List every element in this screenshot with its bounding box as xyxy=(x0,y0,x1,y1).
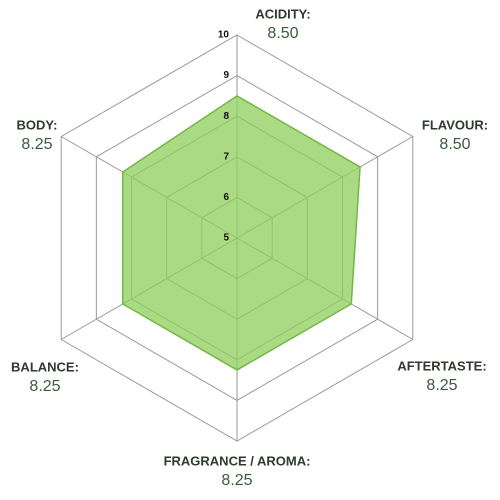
axis-label: BODY: xyxy=(17,117,58,132)
axis-label: AFTERTASTE: xyxy=(397,358,486,373)
value-label: 8.50 xyxy=(439,136,470,153)
axis-label: BALANCE: xyxy=(11,359,79,374)
axis-label: FRAGRANCE / AROMA: xyxy=(164,453,311,468)
value-label: 8.25 xyxy=(29,378,60,395)
axis-label: ACIDITY: xyxy=(255,6,310,21)
value-label: 8.25 xyxy=(426,377,457,394)
axis-label: FLAVOUR: xyxy=(422,117,488,132)
tick-label: 6 xyxy=(223,192,229,203)
tick-label: 10 xyxy=(218,30,230,41)
tick-label: 5 xyxy=(223,233,229,244)
value-label: 8.50 xyxy=(267,25,298,42)
tick-label: 7 xyxy=(223,151,229,162)
tick-label: 8 xyxy=(223,111,229,122)
value-label: 8.25 xyxy=(21,136,52,153)
value-label: 8.25 xyxy=(221,472,252,489)
data-area xyxy=(121,95,361,371)
tick-label: 9 xyxy=(223,70,229,81)
